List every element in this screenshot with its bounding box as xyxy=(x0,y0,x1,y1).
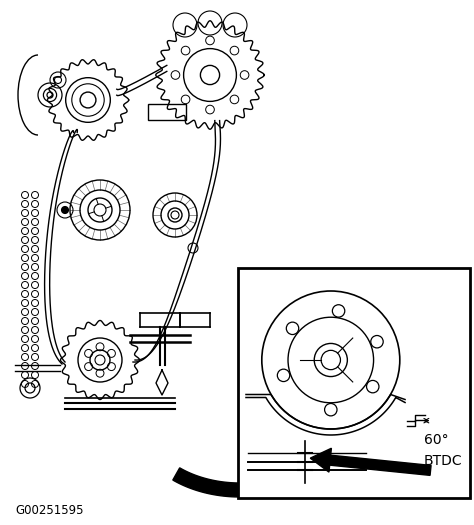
Polygon shape xyxy=(324,455,431,475)
Text: G00251595: G00251595 xyxy=(15,503,83,517)
Bar xyxy=(148,104,186,120)
Polygon shape xyxy=(310,448,331,472)
Bar xyxy=(238,268,470,498)
Polygon shape xyxy=(318,431,344,457)
Text: BTDC: BTDC xyxy=(424,454,462,468)
Circle shape xyxy=(62,206,69,214)
Polygon shape xyxy=(173,445,337,497)
Text: 60°: 60° xyxy=(424,434,448,447)
